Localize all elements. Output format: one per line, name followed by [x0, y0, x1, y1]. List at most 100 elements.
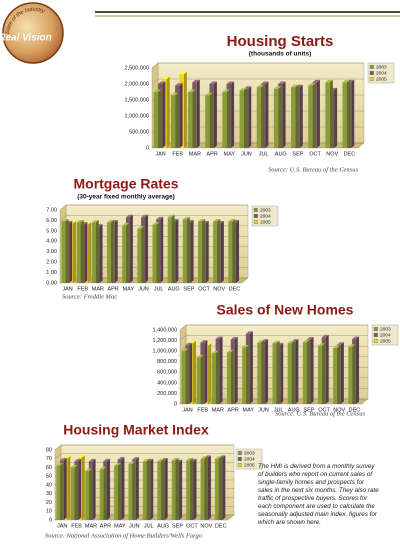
- bar-side: [312, 83, 316, 148]
- bar-top: [308, 83, 316, 86]
- bar-side: [162, 81, 166, 148]
- bar: [61, 221, 66, 283]
- bar-top: [142, 458, 150, 462]
- bar-top: [213, 218, 221, 222]
- bar-side: [95, 220, 99, 283]
- bar-top: [215, 336, 223, 339]
- bar-side: [189, 458, 193, 520]
- grid-line: [59, 215, 67, 221]
- y-tick-label: 4.00: [46, 239, 57, 245]
- bar: [182, 219, 187, 283]
- y-tick-label: 3.00: [46, 249, 57, 255]
- bar: [128, 464, 133, 520]
- y-tick-label: 70: [46, 456, 52, 462]
- bar-side: [282, 81, 286, 148]
- bar-side: [265, 339, 269, 404]
- y-tick-label: 10: [46, 509, 52, 515]
- legend-swatch: [369, 65, 374, 69]
- x-tick-label: SEP: [183, 286, 194, 292]
- bar-top: [76, 220, 84, 223]
- x-tick-label: OCT: [186, 523, 198, 529]
- legend-box: [371, 324, 399, 346]
- legend-label: 2005: [380, 338, 391, 344]
- bar-top: [211, 350, 219, 354]
- chart-title: Sales of New Homes: [217, 302, 354, 318]
- bar: [107, 222, 111, 283]
- bar: [291, 87, 296, 148]
- bar-side: [156, 222, 160, 283]
- bar-side: [321, 343, 325, 404]
- bar: [171, 460, 176, 520]
- y-tick-label: 60: [46, 465, 52, 471]
- legend-swatch: [237, 463, 242, 467]
- bar: [302, 342, 307, 404]
- y-tick-label: 800,000: [157, 359, 177, 365]
- bar-side: [175, 218, 179, 283]
- bar-top: [179, 71, 187, 75]
- x-tick-label: AUG: [168, 286, 180, 292]
- source: Source: National Association of Home Bui…: [45, 532, 203, 539]
- bar-side: [219, 336, 223, 404]
- bar-side: [166, 76, 170, 148]
- bar-top: [306, 337, 314, 340]
- bar-side: [356, 336, 360, 404]
- bar: [91, 222, 96, 283]
- legend-swatch: [373, 339, 378, 343]
- bar-side: [193, 458, 197, 520]
- bar-side: [175, 458, 179, 520]
- bar-side: [310, 337, 314, 404]
- bar-side: [306, 339, 310, 404]
- bar-side: [234, 337, 238, 404]
- bar-side: [236, 220, 240, 283]
- bar: [318, 345, 322, 404]
- bar-side: [222, 455, 226, 520]
- bar-top: [175, 83, 183, 86]
- bar-side: [325, 334, 329, 404]
- bar-top: [256, 84, 265, 88]
- bar-top: [260, 81, 269, 84]
- bar-side: [164, 458, 168, 520]
- bar-top: [182, 216, 190, 220]
- x-tick-label: AUG: [157, 523, 169, 529]
- bar-top: [157, 458, 165, 462]
- bar-side: [185, 348, 189, 404]
- bar: [152, 224, 157, 283]
- bar-side: [207, 455, 211, 520]
- bar-side: [261, 84, 265, 148]
- bar-top: [336, 342, 344, 345]
- chart-subtitle: (30-year fixed monthly average): [77, 194, 175, 201]
- chart-title: Housing Starts: [227, 33, 334, 50]
- bar-side: [146, 458, 150, 520]
- x-tick-label: JUL: [144, 523, 154, 529]
- bar: [273, 88, 279, 148]
- bar: [325, 82, 330, 148]
- bar: [211, 353, 216, 404]
- bar-side: [209, 92, 213, 148]
- bar-side: [171, 214, 175, 283]
- legend-label: 2003: [376, 64, 387, 70]
- x-tick-label: APR: [206, 151, 217, 157]
- y-tick-label: 600,000: [157, 370, 177, 376]
- bar-top: [215, 456, 222, 459]
- legend-swatch: [253, 208, 258, 212]
- y-tick-label: 0: [146, 145, 149, 151]
- bar-side: [204, 456, 208, 520]
- bar-top: [342, 79, 351, 83]
- x-tick-label: FEB: [77, 286, 88, 292]
- bar: [137, 228, 142, 283]
- bar: [213, 221, 218, 283]
- bar: [153, 92, 159, 148]
- legend-label: 2003: [260, 207, 271, 213]
- y-tick-label: 2,000,000: [125, 81, 149, 87]
- x-tick-label: FEB: [71, 523, 82, 529]
- bar: [85, 471, 90, 520]
- x-tick-label: MAY: [242, 407, 254, 413]
- bar-top: [192, 79, 200, 83]
- bar-top: [170, 92, 179, 96]
- y-tick-label: 1,000,000: [153, 349, 177, 355]
- bar-side: [208, 343, 212, 404]
- bar-side: [316, 79, 320, 148]
- bar: [333, 347, 338, 404]
